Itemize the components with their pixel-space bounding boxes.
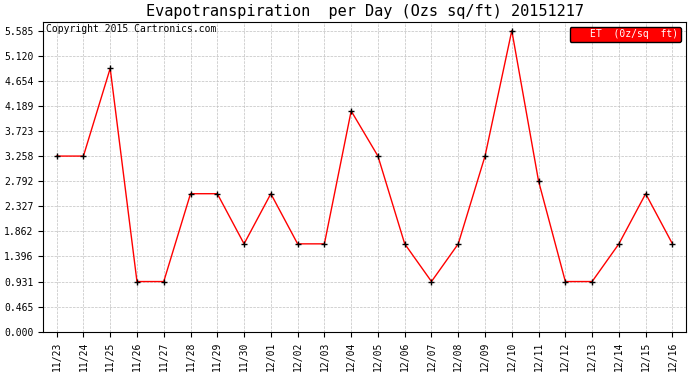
Title: Evapotranspiration  per Day (Ozs sq/ft) 20151217: Evapotranspiration per Day (Ozs sq/ft) 2… (146, 4, 584, 19)
Text: Copyright 2015 Cartronics.com: Copyright 2015 Cartronics.com (46, 24, 217, 34)
Legend: ET  (0z/sq  ft): ET (0z/sq ft) (569, 27, 681, 42)
